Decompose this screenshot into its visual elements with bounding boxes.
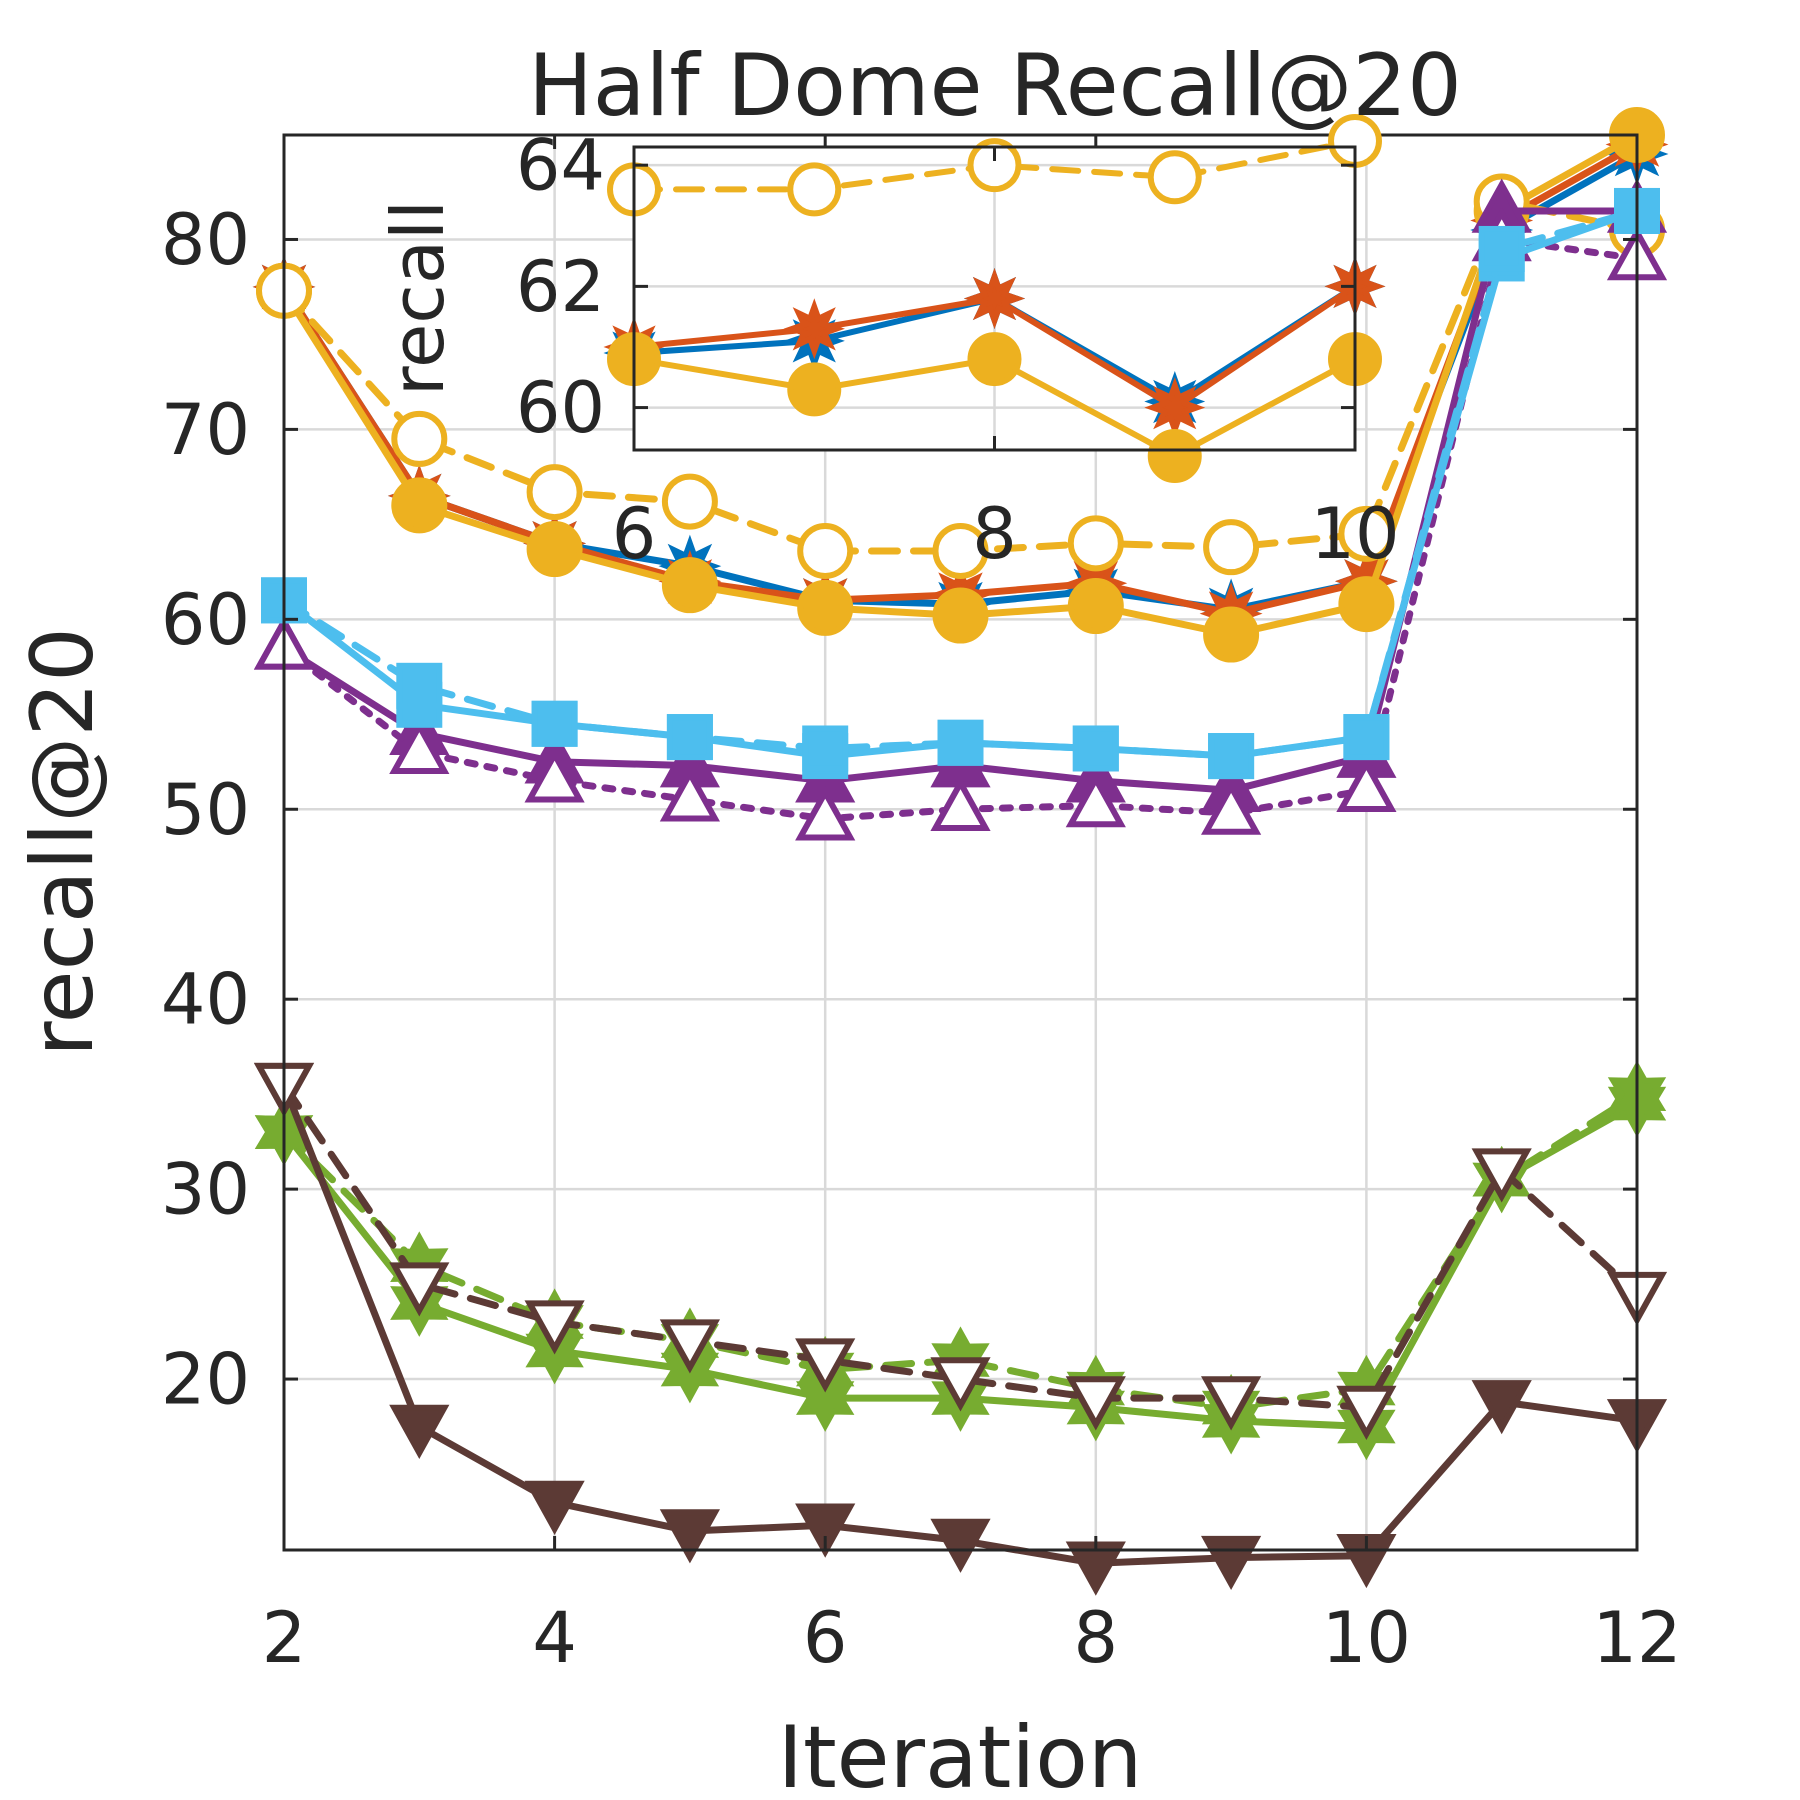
inset-y-tick-label: 64 bbox=[516, 125, 605, 207]
main-data-point bbox=[795, 1338, 856, 1393]
main-series-layer bbox=[252, 107, 1669, 1596]
main-data-point bbox=[1065, 773, 1126, 828]
main-x-tick-label: 4 bbox=[532, 1597, 577, 1679]
main-data-point bbox=[1471, 1380, 1532, 1435]
main-y-tick-label: 80 bbox=[161, 199, 250, 281]
chart-title: Half Dome Recall@20 bbox=[528, 36, 1462, 136]
main-data-point bbox=[932, 587, 989, 644]
main-data-point bbox=[524, 748, 585, 803]
main-data-point bbox=[797, 522, 854, 579]
inset-data-point bbox=[1147, 429, 1202, 484]
inset-data-point bbox=[967, 138, 1022, 193]
main-data-point bbox=[526, 521, 583, 578]
main-data-point bbox=[659, 1319, 720, 1374]
inset-x-tick-label: 6 bbox=[612, 493, 657, 575]
main-data-point bbox=[666, 714, 713, 761]
main-data-point bbox=[1478, 225, 1525, 272]
main-data-point bbox=[930, 1518, 991, 1573]
main-plot-frame bbox=[282, 133, 1639, 1552]
main-x-tick-label: 10 bbox=[1322, 1597, 1411, 1679]
inset-axes: 6 8 10 60 62 64 bbox=[516, 113, 1400, 575]
main-data-point bbox=[659, 1509, 720, 1564]
main-x-tick-label: 8 bbox=[1074, 1597, 1119, 1679]
main-data-point bbox=[797, 579, 854, 636]
main-data-point bbox=[930, 1357, 991, 1412]
main-y-tick-label: 70 bbox=[161, 389, 250, 471]
main-data-point bbox=[1201, 1376, 1262, 1431]
inset-data-point bbox=[787, 362, 842, 417]
main-data-point bbox=[389, 1404, 450, 1459]
main-data-point bbox=[531, 700, 578, 747]
main-data-point bbox=[659, 767, 720, 822]
inset-data-point bbox=[1147, 150, 1202, 205]
main-data-point bbox=[1338, 505, 1395, 562]
main-data-point bbox=[524, 1300, 585, 1355]
main-data-point bbox=[526, 464, 583, 521]
main-data-point bbox=[389, 1262, 450, 1317]
inset-data-point bbox=[1144, 377, 1206, 439]
main-x-tick-label: 6 bbox=[803, 1597, 848, 1679]
main-y-tick-label: 20 bbox=[161, 1339, 250, 1421]
main-data-point bbox=[661, 473, 718, 530]
inset-data-point bbox=[783, 298, 845, 360]
main-data-point bbox=[1208, 733, 1255, 780]
inset-y-tick-label: 62 bbox=[516, 246, 605, 328]
main-data-point bbox=[937, 719, 984, 766]
main-data-point bbox=[1203, 606, 1260, 663]
main-x-tick-label: 2 bbox=[262, 1597, 307, 1679]
main-data-point bbox=[930, 776, 991, 832]
main-data-point bbox=[1065, 1376, 1126, 1431]
main-series-line bbox=[280, 1090, 1641, 1412]
main-data-point bbox=[389, 719, 450, 775]
inset-y-axis-label: recall bbox=[376, 200, 460, 396]
main-data-point bbox=[1338, 576, 1395, 633]
main-data-point bbox=[1067, 578, 1124, 635]
main-y-tick-label: 30 bbox=[161, 1149, 250, 1231]
main-y-tick-label: 60 bbox=[161, 579, 250, 661]
main-series-lightblue-square-dashed bbox=[261, 187, 1660, 780]
main-data-point bbox=[1343, 714, 1390, 761]
inset-series-orange-star-solid bbox=[603, 255, 1386, 439]
main-data-point bbox=[795, 786, 856, 841]
main-series-line bbox=[280, 207, 1641, 760]
main-series-line bbox=[280, 1081, 1641, 1412]
main-data-point bbox=[524, 1480, 585, 1535]
inset-data-point bbox=[967, 332, 1022, 387]
main-data-point bbox=[1203, 519, 1260, 576]
inset-x-tick-label: 8 bbox=[972, 493, 1017, 575]
inset-series-yellow-circle-open-dashed bbox=[607, 113, 1382, 217]
inset-y-tick-label: 60 bbox=[516, 367, 605, 449]
main-data-point bbox=[1471, 1148, 1532, 1203]
y-axis-label: recall@20 bbox=[13, 627, 113, 1057]
main-series-brown-triangle-down-filled-solid bbox=[253, 1062, 1668, 1596]
main-series-yellow-circle-filled-solid bbox=[256, 107, 1665, 663]
x-axis-label: Iteration bbox=[778, 1708, 1143, 1800]
inset-x-tick-label: 10 bbox=[1310, 493, 1399, 575]
main-data-point bbox=[396, 662, 443, 709]
main-data-point bbox=[795, 1503, 856, 1558]
main-data-point bbox=[1336, 1385, 1397, 1440]
inset-data-point bbox=[787, 162, 842, 217]
main-data-point bbox=[932, 522, 989, 579]
main-y-tick-label: 40 bbox=[161, 959, 250, 1041]
main-ticks: 2 4 6 8 10 12 20 30 40 50 60 70 80 bbox=[161, 135, 1682, 1679]
main-data-point bbox=[1336, 757, 1397, 813]
main-data-point bbox=[802, 725, 849, 772]
main-y-tick-label: 50 bbox=[161, 769, 250, 851]
inset-data-point bbox=[963, 267, 1026, 330]
main-x-tick-label: 12 bbox=[1592, 1597, 1681, 1679]
main-data-point bbox=[1067, 515, 1124, 572]
main-data-point bbox=[391, 410, 448, 467]
main-data-point bbox=[391, 477, 448, 534]
main-data-point bbox=[661, 557, 718, 614]
main-data-point bbox=[1201, 780, 1262, 835]
inset-ticks: 6 8 10 60 62 64 bbox=[516, 125, 1400, 575]
main-data-point bbox=[1072, 725, 1119, 772]
